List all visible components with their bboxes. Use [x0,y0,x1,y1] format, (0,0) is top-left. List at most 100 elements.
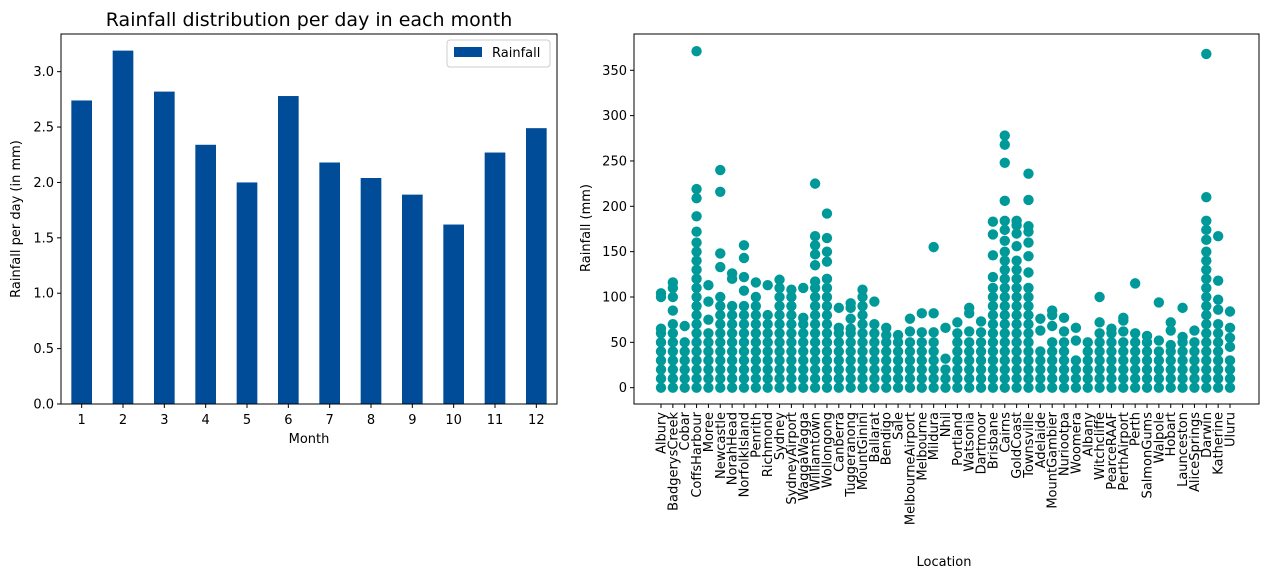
scatter-point [774,318,785,330]
scatter-point [738,337,750,348]
scatter-point [1165,364,1176,375]
scatter-point [726,346,738,357]
scatter-point [809,291,821,303]
scatter-point [1165,382,1176,393]
scatter-point [1141,346,1153,357]
scatter-point [715,164,726,176]
scatter-point [821,355,833,366]
scatter-point [952,382,963,393]
scatter-x-tick-label: WaggaWagga [797,412,812,501]
scatter-point [952,337,963,348]
scatter-point [1023,194,1034,206]
scatter-point [1189,373,1200,384]
scatter-point [1129,364,1141,375]
bar [278,96,299,405]
scatter-point [738,285,750,296]
scatter-point [987,346,999,357]
scatter-point [1058,355,1070,366]
scatter-point [786,291,797,303]
scatter-point [1177,373,1188,384]
scatter-point [655,364,667,375]
scatter-chart: 0 50 100 150 200 250 300 350 AlburyBadgerysCree… [579,33,1260,570]
scatter-x-tick-label: Launceston [1176,412,1191,487]
scatter-point [1201,318,1212,330]
scatter-point [1011,291,1022,303]
scatter-point [809,240,821,251]
scatter-point [1070,355,1082,366]
scatter-point [691,226,702,237]
scatter-point [762,328,773,339]
scatter-point [726,309,738,321]
scatter-point [987,309,999,321]
scatter-point [786,346,797,357]
scatter-point [1082,364,1093,375]
scatter-point [667,318,679,330]
bar-legend-swatch [454,47,482,57]
scatter-point [774,364,785,375]
scatter-point [821,337,833,348]
scatter-point [928,327,939,338]
scatter-point [1201,309,1212,321]
scatter-point [999,235,1010,246]
scatter-point [809,355,821,366]
scatter-point [750,291,762,303]
scatter-point [750,277,762,288]
scatter-point [999,273,1010,285]
scatter-point [786,300,797,312]
scatter-point [774,328,785,339]
scatter-point [964,364,975,375]
scatter-point [1106,337,1117,348]
scatter-point [1023,346,1034,357]
scatter-point [809,249,821,260]
scatter-point [1224,373,1236,384]
scatter-point [809,309,821,321]
scatter-point [667,355,679,366]
scatter-point [821,318,833,330]
scatter-point [821,282,833,294]
scatter-point [1035,346,1046,357]
scatter-point [881,382,892,393]
scatter-y-axis-label: Rainfall (mm) [579,184,594,272]
scatter-point [833,346,845,357]
scatter-point [762,337,773,348]
scatter-point [738,300,750,312]
scatter-point [738,271,750,283]
scatter-point [655,288,667,299]
scatter-point [940,364,951,375]
scatter-point [715,300,726,312]
scatter-point [845,298,856,309]
scatter-point [881,329,892,341]
scatter-point [1177,302,1188,314]
bar [319,162,340,404]
scatter-point [892,337,904,348]
scatter-point [999,337,1010,348]
scatter-point [679,382,690,393]
scatter-point [975,327,987,338]
scatter-y-tick-label: 150 [602,245,627,260]
scatter-point [667,364,679,375]
scatter-point [892,364,904,375]
scatter-point [869,355,880,366]
scatter-point [691,255,702,266]
scatter-x-tick-label: Cairns [998,412,1013,453]
scatter-point [869,364,880,375]
scatter-point [691,300,702,312]
scatter-point [952,346,963,357]
scatter-point [964,326,975,337]
scatter-point [1118,337,1129,348]
scatter-point [762,364,773,375]
scatter-point [715,328,726,339]
scatter-point [1201,382,1212,393]
scatter-point [1177,331,1188,343]
scatter-point [999,291,1010,303]
bar-legend: Rainfall [446,39,551,68]
scatter-point [1212,318,1224,330]
scatter-point [952,328,963,339]
scatter-point [1023,355,1034,366]
scatter-point [964,382,975,393]
scatter-point [1011,255,1022,266]
scatter-point [821,232,833,244]
scatter-point [655,337,667,348]
scatter-point [999,355,1010,366]
scatter-point [1106,382,1117,393]
